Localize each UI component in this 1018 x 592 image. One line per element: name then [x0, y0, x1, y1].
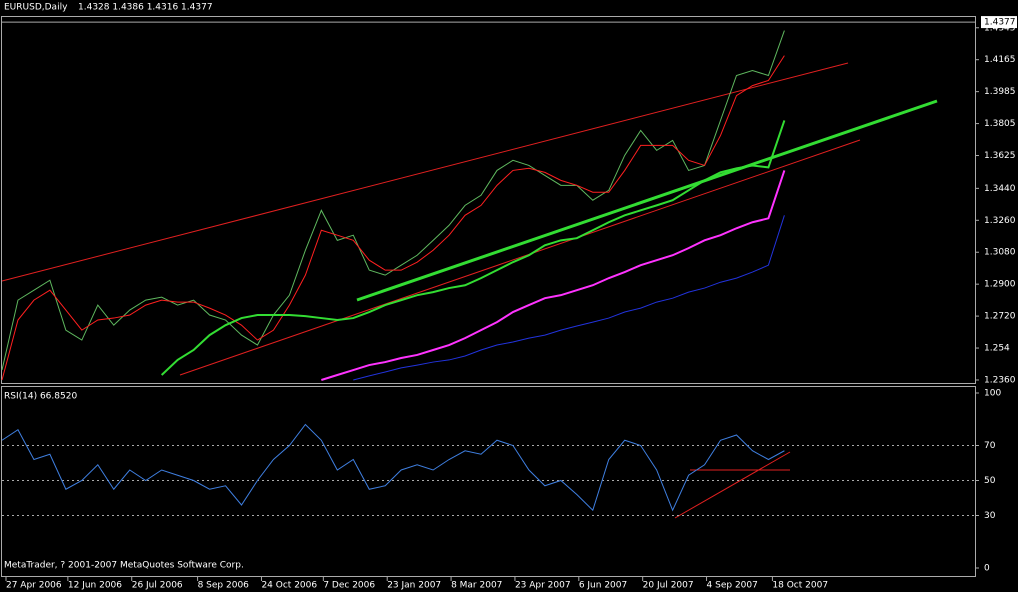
last-price-label: 1.4377 [984, 18, 1016, 28]
y-tick-label: 1.3805 [984, 119, 1016, 129]
y-tick-label: 50 [984, 476, 996, 486]
y-tick-label: 1.3985 [984, 87, 1016, 97]
x-tick-label: 24 Oct 2006 [261, 581, 317, 591]
x-tick-label: 23 Apr 2007 [515, 581, 571, 591]
x-tick-label: 23 Jan 2007 [387, 581, 441, 591]
last-price-box [981, 16, 1017, 29]
x-tick-label: 4 Sep 2007 [707, 581, 758, 591]
series-line [321, 170, 786, 381]
x-tick-label: 6 Jun 2007 [579, 581, 627, 591]
y-tick-label: 1.2360 [984, 375, 1016, 385]
x-tick-label: 12 Jun 2006 [68, 581, 122, 591]
y-tick-label: 100 [984, 389, 1001, 399]
y-tick-label: 1.4165 [984, 55, 1016, 65]
x-tick-label: 20 Jul 2007 [643, 581, 694, 591]
series-line [1, 55, 785, 381]
series-line [1, 423, 785, 512]
y-tick-label: 1.3625 [984, 151, 1016, 161]
trend-line [1, 62, 849, 282]
x-tick-label: 7 Dec 2006 [323, 581, 375, 591]
x-tick-label: 27 Apr 2006 [6, 581, 62, 591]
chart-title: EURUSD,Daily [4, 3, 68, 13]
y-tick-label: 1.2720 [984, 312, 1016, 322]
trend-line [179, 139, 861, 376]
x-tick-label: 18 Oct 2007 [772, 581, 828, 591]
x-tick-label: 8 Sep 2006 [198, 581, 250, 591]
rsi-title: RSI(14) 66.8520 [4, 392, 77, 402]
y-tick-label: 1.3440 [984, 184, 1016, 194]
x-tick-label: 8 Mar 2007 [451, 581, 502, 591]
y-tick-label: 70 [984, 441, 996, 451]
main-panel-frame [1, 16, 976, 384]
trend-line [356, 99, 938, 302]
y-tick-label: 1.3260 [984, 216, 1016, 226]
series-line [160, 120, 786, 376]
chart-subtitle: 1.4328 1.4386 1.4316 1.4377 [78, 3, 213, 13]
y-tick-label: 30 [984, 511, 996, 521]
series-line [353, 215, 785, 381]
y-tick-label: 1.254 [984, 344, 1010, 354]
y-tick-label: 1.2900 [984, 280, 1016, 290]
rsi-trend-line [674, 451, 791, 519]
footer: MetaTrader, ? 2001-2007 MetaQuotes Softw… [4, 561, 244, 571]
x-tick-label: 26 Jul 2006 [132, 581, 183, 591]
y-tick-label: 1.3080 [984, 248, 1016, 258]
y-tick-label: 1.4345 [984, 23, 1016, 33]
y-tick-label: 0 [984, 564, 990, 574]
rsi-panel-frame [1, 386, 976, 577]
